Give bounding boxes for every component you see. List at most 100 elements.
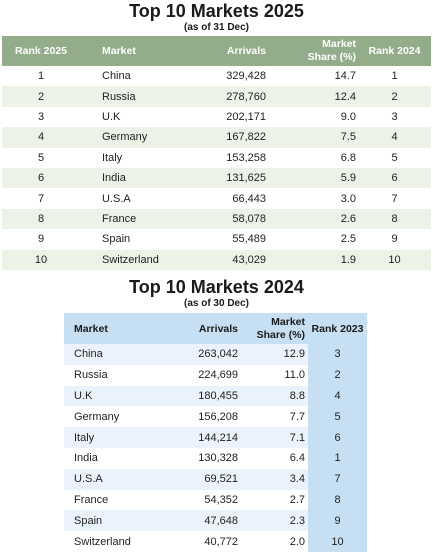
table-2025-title: Top 10 Markets 2025	[129, 1, 304, 21]
cell-arrivals: 47,648	[204, 514, 238, 527]
cell-market: India	[102, 172, 126, 185]
cell-prev-rank: 5	[308, 406, 367, 428]
header-rank-2025: Rank 2025	[15, 45, 67, 57]
table-row: Germany 156,208 7.7 5	[64, 406, 367, 428]
top-markets-2025-table: Rank 2025 Market Arrivals Market Share (…	[2, 36, 431, 270]
cell-arrivals: 58,078	[232, 212, 266, 225]
cell-rank: 8	[37, 212, 45, 225]
cell-arrivals: 167,822	[226, 131, 266, 144]
cell-arrivals: 55,489	[232, 233, 266, 246]
cell-prev-rank: 10	[388, 253, 401, 266]
cell-rank: 6	[37, 172, 45, 185]
cell-market: Italy	[74, 431, 95, 444]
table-row: Switzerland 40,772 2.0 10	[64, 531, 367, 552]
cell-prev-rank: 7	[391, 192, 398, 205]
cell-arrivals: 40,772	[204, 535, 238, 548]
cell-market: U.S.A	[74, 473, 103, 486]
cell-prev-rank: 9	[308, 510, 367, 532]
cell-arrivals: 202,171	[226, 110, 266, 123]
cell-market: France	[102, 212, 137, 225]
cell-rank: 10	[34, 253, 48, 266]
table-header-row: Market Arrivals Market Share (%) Rank 20…	[64, 313, 367, 344]
cell-market: Russia	[74, 369, 108, 382]
header-rank-2023: Rank 2023	[311, 322, 364, 335]
cell-market-share: 1.9	[340, 253, 356, 266]
cell-prev-rank: 3	[308, 344, 367, 365]
cell-arrivals: 278,760	[226, 90, 266, 103]
cell-market-share: 2.3	[289, 514, 305, 527]
cell-arrivals: 156,208	[198, 410, 238, 423]
cell-prev-rank: 3	[391, 110, 398, 123]
cell-market-share: 5.9	[340, 172, 356, 185]
header-market-share-line1: Market	[271, 315, 305, 328]
table-row: 1 China 329,428 14.7 1	[2, 66, 431, 87]
cell-market-share: 7.1	[289, 431, 305, 444]
header-rank-2024: Rank 2024	[368, 45, 421, 57]
cell-arrivals: 66,443	[232, 192, 266, 205]
table-2024-subtitle: (as of 30 Dec)	[183, 298, 250, 309]
header-market: Market	[74, 322, 108, 335]
cell-market-share: 2.0	[289, 535, 305, 548]
cell-market: U.K	[74, 389, 93, 402]
cell-market: Italy	[102, 151, 123, 164]
cell-prev-rank: 9	[391, 233, 398, 246]
table-row: 6 India 131,625 5.9 6	[2, 167, 431, 189]
header-market-share-line2: Share (%)	[307, 51, 356, 63]
cell-market-share: 3.0	[340, 192, 356, 205]
table-row: Italy 144,214 7.1 6	[64, 427, 367, 448]
cell-market: Russia	[102, 90, 136, 103]
cell-market: China	[74, 348, 103, 361]
cell-market: Spain	[74, 514, 103, 527]
top-markets-2024-table: Market Arrivals Market Share (%) Rank 20…	[64, 313, 367, 552]
header-market-share: Market Share (%)	[268, 36, 358, 66]
cell-prev-rank: 6	[308, 427, 367, 448]
header-market-share-line2: Share (%)	[256, 328, 305, 341]
cell-market: India	[74, 452, 98, 465]
cell-arrivals: 224,699	[198, 369, 238, 382]
cell-arrivals: 69,521	[204, 473, 238, 486]
cell-arrivals: 263,042	[198, 348, 238, 361]
cell-arrivals: 153,258	[226, 151, 266, 164]
cell-market-share: 6.4	[289, 452, 305, 465]
cell-market-share: 9.0	[340, 110, 356, 123]
cell-rank: 3	[37, 110, 45, 123]
cell-arrivals: 329,428	[226, 70, 266, 83]
table-row: U.K 180,455 8.8 4	[64, 385, 367, 407]
cell-prev-rank: 7	[308, 468, 367, 490]
table-row: 8 France 58,078 2.6 8	[2, 208, 431, 230]
table-2024-title: Top 10 Markets 2024	[129, 277, 304, 297]
cell-prev-rank: 1	[391, 70, 398, 83]
cell-market-share: 2.7	[289, 493, 305, 506]
cell-rank: 4	[37, 131, 45, 144]
cell-market-share: 3.4	[289, 473, 305, 486]
cell-arrivals: 131,625	[226, 172, 266, 185]
header-arrivals: Arrivals	[198, 322, 238, 335]
table-row: 10 Switzerland 43,029 1.9 10	[2, 249, 431, 270]
table-2025-subtitle: (as of 31 Dec)	[183, 22, 250, 33]
cell-market-share: 8.8	[289, 389, 305, 402]
cell-market-share: 14.7	[334, 70, 356, 83]
cell-prev-rank: 4	[391, 131, 398, 144]
table-row: U.S.A 69,521 3.4 7	[64, 468, 367, 490]
cell-market-share: 12.9	[283, 348, 305, 361]
cell-market: U.S.A	[102, 192, 131, 205]
cell-rank: 1	[37, 70, 45, 83]
table-row: 2 Russia 278,760 12.4 2	[2, 86, 431, 107]
cell-market-share: 6.8	[340, 151, 356, 164]
cell-market-share: 2.6	[340, 212, 356, 225]
cell-market-share: 7.7	[289, 410, 305, 423]
cell-prev-rank: 8	[391, 212, 398, 225]
cell-arrivals: 180,455	[198, 389, 238, 402]
table-row: 5 Italy 153,258 6.8 5	[2, 147, 431, 168]
cell-rank: 2	[37, 90, 45, 103]
header-arrivals: Arrivals	[226, 45, 266, 57]
cell-prev-rank: 8	[308, 489, 367, 511]
table-row: Spain 47,648 2.3 9	[64, 510, 367, 532]
table-row: 4 Germany 167,822 7.5 4	[2, 127, 431, 148]
cell-market-share: 2.5	[340, 233, 356, 246]
cell-prev-rank: 2	[391, 90, 398, 103]
table-row: Russia 224,699 11.0 2	[64, 364, 367, 386]
cell-market-share: 7.5	[340, 131, 356, 144]
cell-prev-rank: 10	[308, 531, 367, 552]
table-header-row: Rank 2025 Market Arrivals Market Share (…	[2, 36, 431, 66]
